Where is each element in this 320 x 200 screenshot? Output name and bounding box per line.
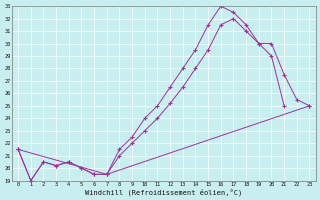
X-axis label: Windchill (Refroidissement éolien,°C): Windchill (Refroidissement éolien,°C): [85, 188, 243, 196]
